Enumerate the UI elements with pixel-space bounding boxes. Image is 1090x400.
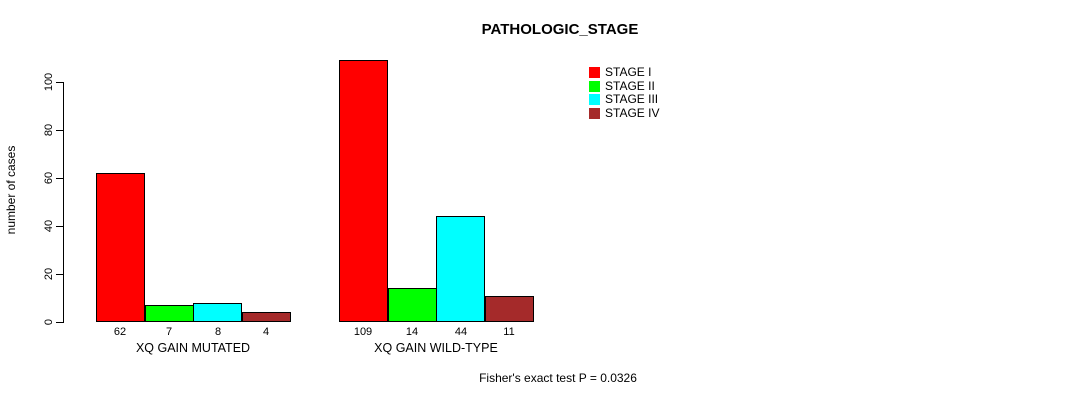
bar-value-label: 44: [454, 326, 468, 338]
y-axis-line: [63, 82, 64, 323]
y-axis-tick-label: 100: [43, 72, 55, 92]
bar-stage-iii: [436, 216, 485, 322]
y-axis-tick: [56, 82, 63, 83]
y-axis-tick-label: 0: [43, 318, 55, 326]
legend-swatch-icon: [589, 107, 600, 119]
fisher-test-annotation: Fisher's exact test P = 0.0326: [479, 371, 637, 385]
bar-stage-i: [339, 60, 388, 322]
bar-stage-iv: [242, 312, 291, 322]
y-axis-tick: [56, 226, 63, 227]
y-axis-tick: [56, 130, 63, 131]
y-axis-label: number of cases: [4, 145, 18, 235]
bar-value-label: 7: [165, 326, 173, 338]
bar-stage-ii: [145, 305, 194, 322]
bar-stage-ii: [388, 288, 437, 322]
legend-item: STAGE I: [589, 65, 659, 80]
legend: STAGE I STAGE II STAGE III STAGE IV: [589, 65, 660, 121]
legend-item: STAGE II: [589, 78, 659, 94]
legend-label: STAGE II: [605, 78, 655, 93]
legend-label: STAGE I: [605, 65, 652, 79]
bar-stage-iii: [193, 303, 242, 322]
legend-swatch-icon: [589, 80, 600, 92]
bar-value-label: 11: [503, 326, 515, 338]
legend-swatch-icon: [589, 94, 600, 106]
y-axis-tick: [56, 322, 63, 323]
y-axis-tick-label: 20: [43, 267, 55, 281]
legend-label: STAGE IV: [605, 105, 660, 120]
bar-value-label: 8: [214, 326, 222, 338]
legend-item: STAGE IV: [589, 105, 660, 121]
y-axis-tick-label: 40: [43, 219, 55, 233]
bar-stage-iv: [485, 296, 534, 322]
bar-stage-i: [96, 173, 145, 322]
y-axis-tick-label: 60: [43, 171, 55, 185]
legend-label: STAGE III: [605, 92, 659, 106]
y-axis-tick-label: 80: [43, 123, 55, 137]
chart-title: PATHOLOGIC_STAGE: [481, 21, 639, 38]
bar-value-label: 14: [405, 326, 419, 338]
legend-swatch-icon: [589, 67, 600, 79]
y-axis-tick: [56, 178, 63, 179]
bar-value-label: 109: [353, 326, 373, 338]
x-group-label: XQ GAIN MUTATED: [135, 341, 251, 355]
legend-item: STAGE III: [589, 92, 659, 107]
bar-value-label: 62: [113, 326, 127, 338]
bar-value-label: 4: [262, 326, 270, 338]
x-group-label: XQ GAIN WILD-TYPE: [374, 341, 498, 355]
y-axis-tick: [56, 274, 63, 275]
